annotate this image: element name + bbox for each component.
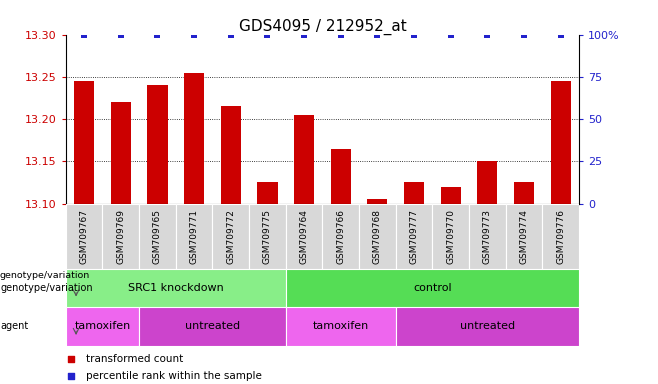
Text: GSM709770: GSM709770 — [446, 209, 455, 264]
Bar — [286, 204, 322, 269]
Bar — [286, 307, 395, 346]
Text: tamoxifen: tamoxifen — [74, 321, 130, 331]
Bar — [184, 73, 204, 204]
Text: GSM709771: GSM709771 — [190, 209, 199, 264]
Bar — [514, 182, 534, 204]
Bar — [220, 106, 241, 204]
Text: GSM709766: GSM709766 — [336, 209, 345, 264]
Text: GSM709776: GSM709776 — [556, 209, 565, 264]
Bar — [542, 204, 579, 269]
Point — [336, 31, 346, 38]
Point — [482, 31, 493, 38]
Bar — [147, 85, 168, 204]
Point — [116, 31, 126, 38]
Bar — [477, 161, 497, 204]
Bar — [176, 204, 213, 269]
Point — [226, 31, 236, 38]
Point — [66, 373, 76, 379]
Point — [152, 31, 163, 38]
Point — [79, 31, 89, 38]
Text: GSM709774: GSM709774 — [520, 209, 528, 264]
Bar — [469, 204, 506, 269]
Bar — [111, 102, 131, 204]
Bar — [286, 269, 579, 307]
Bar — [367, 199, 388, 204]
Bar — [506, 204, 542, 269]
Bar — [432, 204, 469, 269]
Title: GDS4095 / 212952_at: GDS4095 / 212952_at — [239, 18, 406, 35]
Text: GSM709769: GSM709769 — [116, 209, 125, 264]
Text: SRC1 knockdown: SRC1 knockdown — [128, 283, 224, 293]
Text: agent: agent — [1, 321, 29, 331]
Text: GSM709768: GSM709768 — [373, 209, 382, 264]
Text: GSM709767: GSM709767 — [80, 209, 89, 264]
Text: tamoxifen: tamoxifen — [313, 321, 369, 331]
Bar — [249, 204, 286, 269]
Bar — [294, 115, 314, 204]
Text: GSM709765: GSM709765 — [153, 209, 162, 264]
Text: untreated: untreated — [460, 321, 515, 331]
Bar — [66, 269, 286, 307]
Text: GSM709777: GSM709777 — [409, 209, 418, 264]
Bar — [404, 182, 424, 204]
Bar — [395, 204, 432, 269]
Point — [262, 31, 272, 38]
Bar — [441, 187, 461, 204]
Bar — [213, 204, 249, 269]
Bar — [257, 182, 278, 204]
Point — [372, 31, 383, 38]
Text: GSM709773: GSM709773 — [483, 209, 492, 264]
Text: GSM709764: GSM709764 — [299, 209, 309, 264]
Text: untreated: untreated — [185, 321, 240, 331]
Point — [299, 31, 309, 38]
Point — [445, 31, 456, 38]
Point — [409, 31, 419, 38]
Bar — [331, 149, 351, 204]
Bar — [66, 307, 139, 346]
Bar — [74, 81, 94, 204]
Bar — [66, 204, 103, 269]
Point — [189, 31, 199, 38]
Point — [555, 31, 566, 38]
Bar — [139, 204, 176, 269]
Text: transformed count: transformed count — [86, 354, 184, 364]
Text: percentile rank within the sample: percentile rank within the sample — [86, 371, 262, 381]
Point — [66, 356, 76, 362]
Text: genotype/variation: genotype/variation — [1, 283, 93, 293]
Bar — [322, 204, 359, 269]
Bar — [395, 307, 579, 346]
Text: control: control — [413, 283, 451, 293]
Bar — [139, 307, 286, 346]
Point — [519, 31, 529, 38]
Bar — [551, 81, 570, 204]
Bar — [103, 204, 139, 269]
Bar — [359, 204, 395, 269]
Text: GSM709775: GSM709775 — [263, 209, 272, 264]
Text: genotype/variation: genotype/variation — [0, 271, 90, 280]
Text: GSM709772: GSM709772 — [226, 209, 236, 264]
